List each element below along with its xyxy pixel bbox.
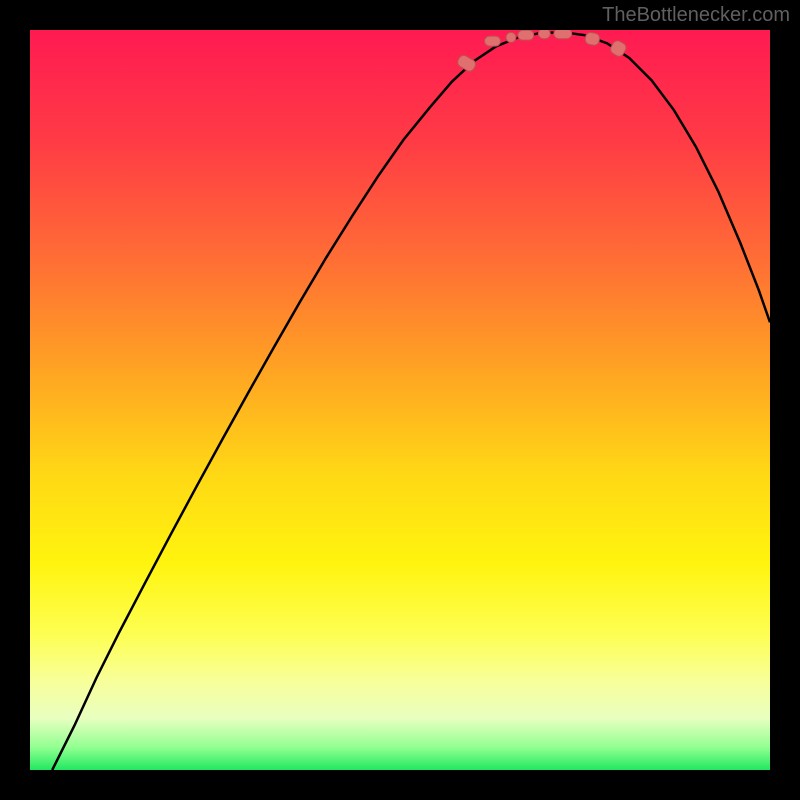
curve-marker (456, 54, 478, 73)
curve-marker (506, 32, 516, 42)
attribution-text: TheBottlenecker.com (602, 4, 790, 27)
curve-marker (538, 30, 550, 39)
chart-plot-area (30, 30, 770, 770)
curve-marker (554, 30, 572, 39)
curve-marker (584, 32, 600, 46)
bottleneck-curve (30, 30, 770, 770)
curve-marker (485, 36, 501, 46)
curve-marker (518, 30, 534, 40)
